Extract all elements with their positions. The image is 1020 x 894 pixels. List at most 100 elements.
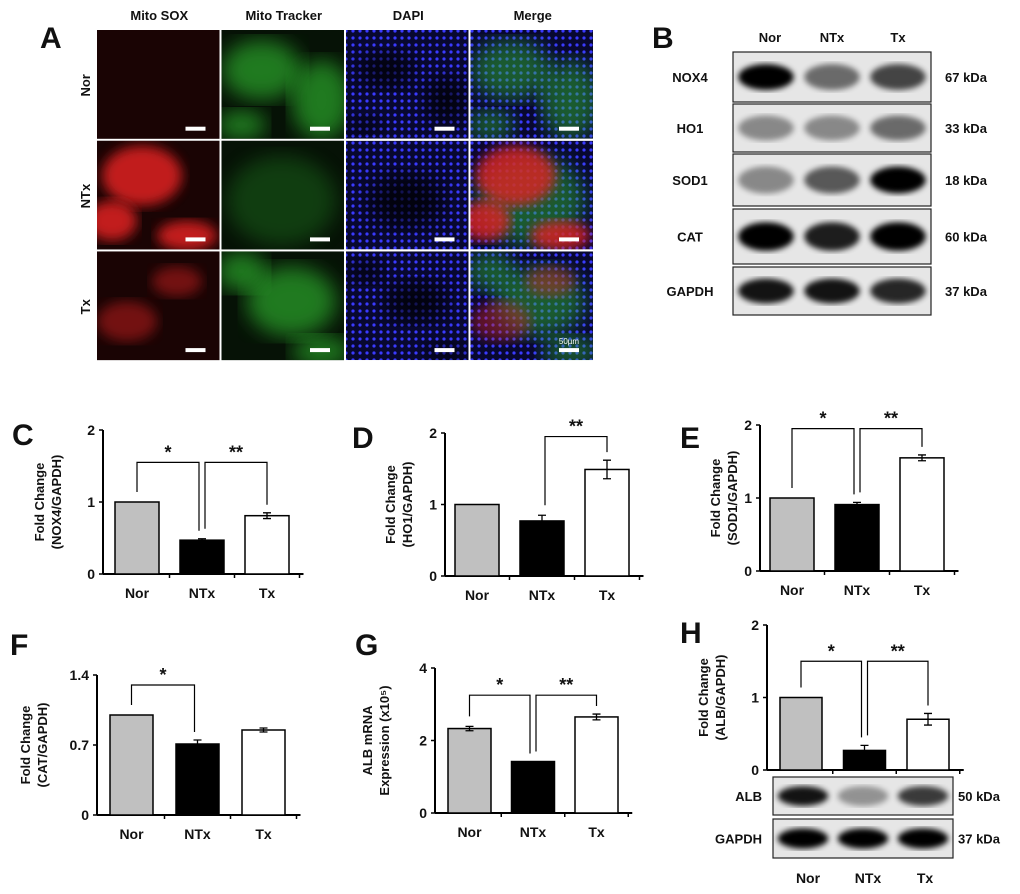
panel-label-e: E [680,422,700,455]
scale-bar [559,237,579,242]
band [804,64,860,90]
band [777,828,829,849]
blot-h-alb [772,776,954,816]
blot-protein-label: ALB [735,789,762,804]
band [870,222,926,251]
y-tick-label: 0 [744,563,752,579]
band [777,786,829,806]
y-axis-label: (HO1/GAPDH) [400,462,415,548]
bar-nor [447,727,492,814]
significance-bracket [130,684,196,732]
panel-label-g: G [355,629,378,662]
bar-tx [899,457,945,572]
micrograph-dapi-nor [346,30,469,139]
y-axis-label: Fold Change [383,465,398,544]
blot-size-label: 18 kDa [945,173,988,188]
error-bar [603,459,611,480]
error-bar [259,727,268,733]
x-tick-label: Tx [259,585,276,601]
x-tick-label: Tx [588,824,605,840]
significance-marker: * [164,442,171,462]
blot-size-label: 60 kDa [945,230,988,245]
band [870,64,926,90]
bar-tx [241,729,286,816]
scale-bar [434,237,455,242]
y-axis-label: Expression (x10⁵) [377,685,392,795]
blot-protein-label: CAT [677,230,703,245]
y-tick-label: 0 [751,762,759,778]
bar-nor [769,497,815,572]
scale-bar [434,126,455,131]
y-tick-label: 1.4 [70,667,90,683]
band [738,166,794,194]
blot-size-label: 33 kDa [945,121,988,136]
band [738,64,794,90]
y-tick-label: 0 [419,805,427,821]
significance-bracket [136,461,200,531]
scale-bar [310,237,330,242]
error-bar [538,514,546,528]
x-tick-label: Nor [119,826,144,842]
y-tick-label: 4 [419,660,427,676]
band [870,166,926,194]
scale-bar [310,348,330,353]
y-axis-label: Fold Change [696,658,711,737]
micrograph-mito-sox-ntx [97,140,220,250]
scale-bar-label: 50µm [559,337,580,346]
blot-protein-label: GAPDH [667,284,714,299]
x-tick-label: NTx [184,826,211,842]
significance-bracket [544,435,608,506]
y-tick-label: 1 [87,494,95,510]
column-header: DAPI [393,8,424,23]
x-tick-label: Nor [465,587,490,603]
x-tick-label: NTx [520,824,547,840]
band [870,278,926,304]
significance-marker: ** [229,442,243,462]
significance-bracket [204,461,268,529]
micrograph-merge-nor [470,30,593,139]
error-bar [193,739,202,749]
y-axis-label: ALB mRNA [360,705,375,776]
lane-label: Nor [759,30,781,45]
y-axis-label: (NOX4/GAPDH) [49,455,64,550]
scale-bar [185,237,206,242]
significance-marker: * [819,409,826,429]
scale-bar [559,348,579,353]
lane-label: NTx [855,870,882,886]
significance-bracket [468,694,531,754]
lane-label: Tx [917,870,934,886]
bar-ntx [510,760,556,814]
error-bar [465,725,474,732]
scale-bar [434,348,455,353]
panel-label-b: B [652,22,674,55]
blot-size-label: 50 kDa [958,789,1001,804]
x-tick-label: Nor [457,824,482,840]
panel-label-f: F [10,629,28,662]
y-tick-label: 1 [429,497,437,513]
significance-marker: * [828,641,835,661]
blot-protein-label: HO1 [677,121,704,136]
micrograph-mito-tracker-tx [221,251,344,361]
bar-nor [779,696,823,771]
row-label: NTx [78,183,93,208]
x-tick-label: NTx [844,582,871,598]
y-tick-label: 2 [87,422,95,438]
bar-tx [244,514,290,575]
significance-marker: ** [559,675,573,695]
y-axis-label: Fold Change [32,463,47,542]
band [804,278,860,304]
panel-label-a: A [40,22,62,55]
significance-bracket [791,428,855,495]
bar-ntx [834,503,880,572]
error-bar [860,744,869,757]
lane-label: NTx [820,30,845,45]
lane-label: Nor [796,870,821,886]
significance-marker: * [159,665,166,685]
row-label: Nor [78,74,93,96]
column-header: Mito Tracker [245,8,322,23]
micrograph-mito-sox-tx [97,251,220,361]
